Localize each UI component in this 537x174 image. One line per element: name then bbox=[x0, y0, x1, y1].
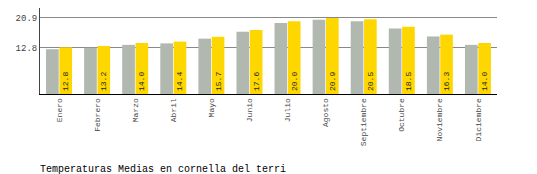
svg-text:Julio: Julio bbox=[283, 98, 292, 122]
svg-text:17.6: 17.6 bbox=[252, 72, 261, 91]
svg-text:Noviembre: Noviembre bbox=[435, 98, 444, 141]
svg-text:12.8: 12.8 bbox=[16, 44, 38, 54]
svg-text:Mayo: Mayo bbox=[207, 98, 216, 117]
svg-text:16.3: 16.3 bbox=[442, 72, 451, 91]
svg-text:Junio: Junio bbox=[245, 98, 254, 122]
svg-text:Agosto: Agosto bbox=[321, 98, 330, 127]
svg-text:13.2: 13.2 bbox=[99, 72, 108, 91]
svg-text:20.9: 20.9 bbox=[16, 14, 38, 24]
svg-text:Marzo: Marzo bbox=[131, 98, 140, 122]
svg-text:Octubre: Octubre bbox=[397, 98, 406, 132]
svg-text:Diciembre: Diciembre bbox=[474, 98, 483, 141]
svg-text:Enero: Enero bbox=[55, 98, 64, 122]
svg-text:14.0: 14.0 bbox=[480, 72, 489, 91]
svg-text:Abril: Abril bbox=[169, 98, 178, 122]
svg-text:14.4: 14.4 bbox=[175, 72, 184, 91]
svg-text:20.5: 20.5 bbox=[366, 72, 375, 91]
svg-text:Septiembre: Septiembre bbox=[359, 98, 368, 146]
svg-text:Febrero: Febrero bbox=[93, 98, 102, 132]
svg-text:18.5: 18.5 bbox=[404, 72, 413, 91]
svg-text:12.8: 12.8 bbox=[61, 72, 70, 91]
svg-text:Temperaturas Medias en cornell: Temperaturas Medias en cornella del terr… bbox=[40, 164, 286, 174]
svg-text:20.0: 20.0 bbox=[290, 72, 299, 91]
svg-text:20.9: 20.9 bbox=[328, 72, 337, 91]
svg-text:14.0: 14.0 bbox=[137, 72, 146, 91]
svg-text:15.7: 15.7 bbox=[214, 72, 223, 91]
